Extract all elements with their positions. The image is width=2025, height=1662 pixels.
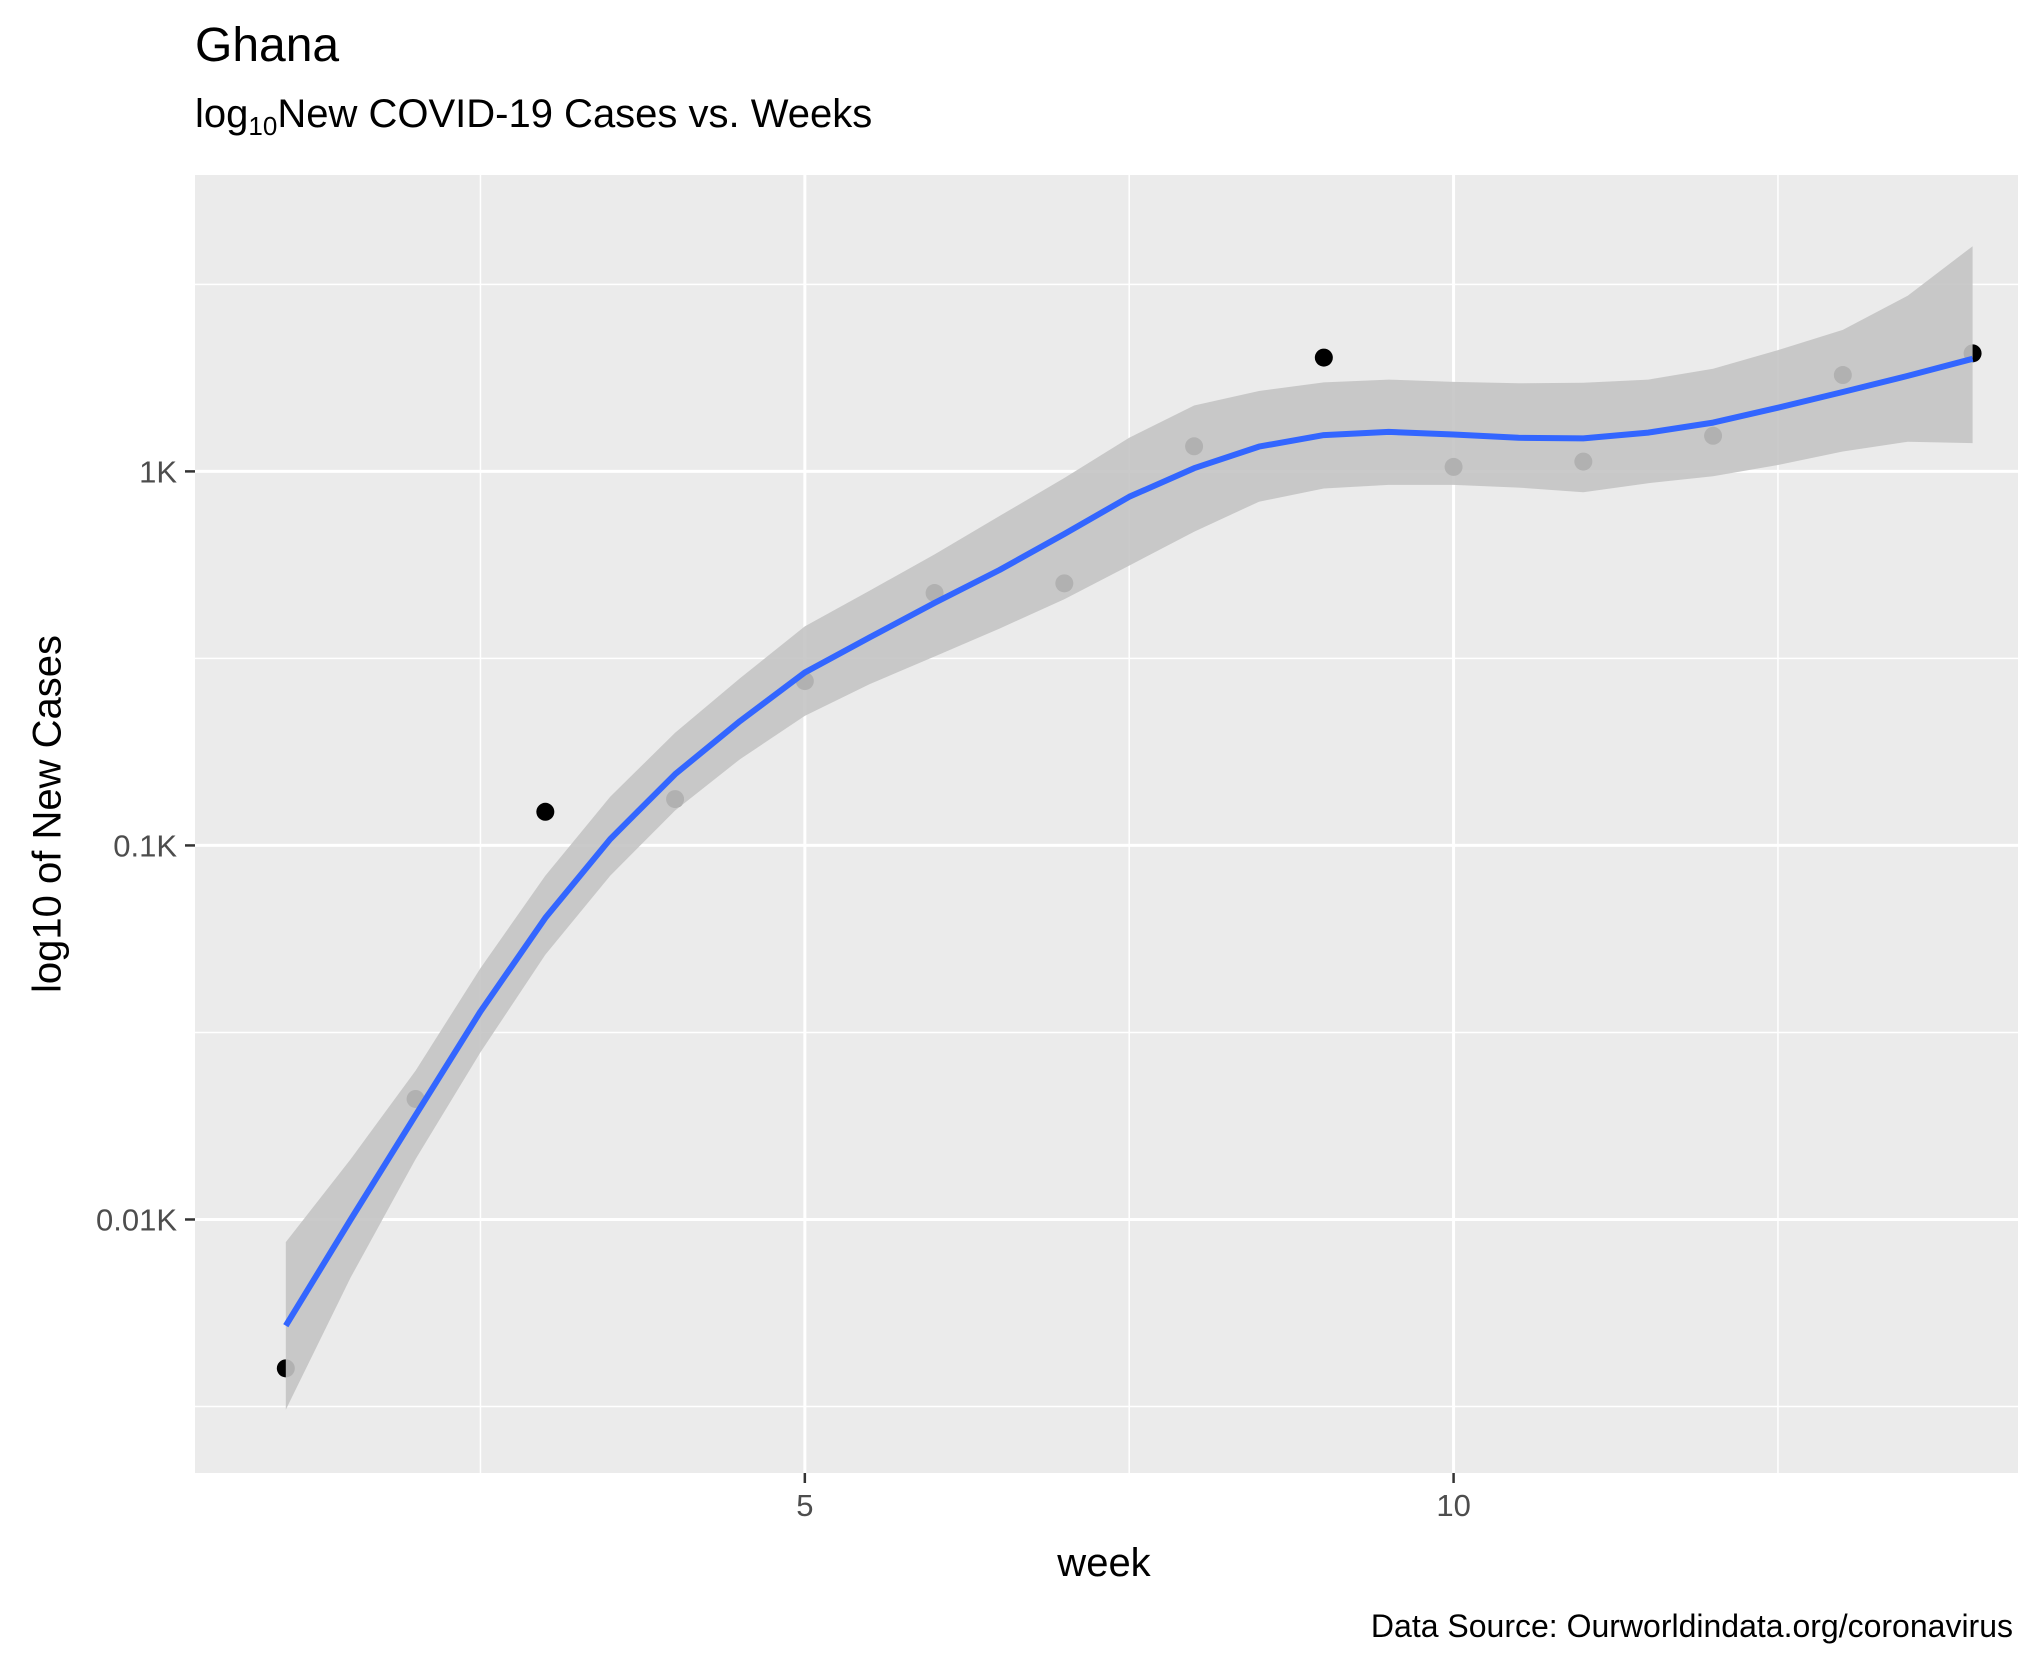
y-tick-label: 0.01K [96, 1202, 177, 1237]
smooth-line [283, 355, 1974, 1328]
x-tick-label: 10 [1436, 1488, 1470, 1523]
data-point [1314, 348, 1333, 367]
data-point [536, 802, 555, 821]
y-tick-label: 1K [139, 454, 177, 489]
data-source-caption: Data Source: Ourworldindata.org/coronavi… [1370, 1608, 2013, 1644]
x-tick-label: 5 [796, 1488, 813, 1523]
axis-tick-labels: 5 10 0.01K 0.1K 1K [96, 454, 1471, 1523]
y-tick-label: 0.1K [113, 828, 177, 863]
y-axis-label: log10 of New Cases [25, 635, 70, 993]
subtitle-suffix: New COVID-19 Cases vs. Weeks [277, 92, 873, 136]
subtitle-prefix: log [195, 92, 249, 136]
minor-grid [195, 175, 2018, 1473]
subtitle-subscript: 10 [248, 111, 278, 141]
axis-ticks [185, 470, 1455, 1483]
chart-subtitle: log10New COVID-19 Cases vs. Weeks [195, 92, 872, 142]
chart-title: Ghana [195, 19, 340, 72]
x-axis-label: week [1057, 1541, 1151, 1585]
